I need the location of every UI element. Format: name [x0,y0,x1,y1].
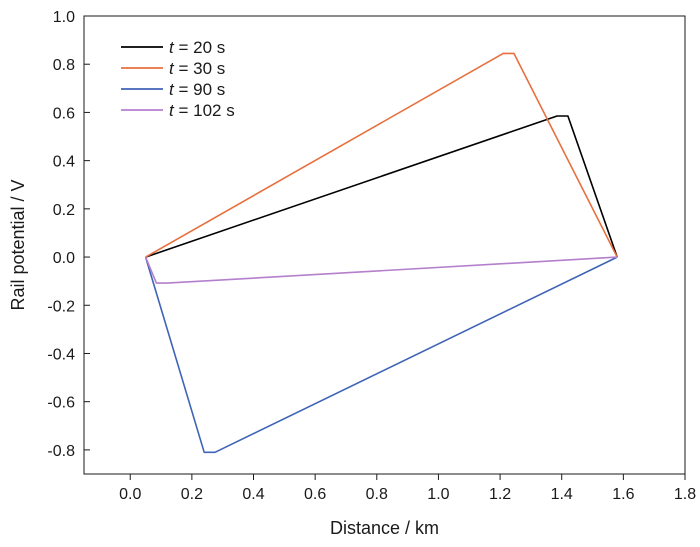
x-tick-label: 0.8 [366,486,388,503]
x-tick-label: 1.2 [489,486,511,503]
x-tick-label: 1.6 [612,486,634,503]
legend-label: t = 30 s [169,59,225,78]
series-line-4 [144,256,618,284]
legend-label: t = 20 s [169,38,225,57]
legend-variable: t [169,80,175,99]
y-tick-label: -0.4 [47,346,75,363]
x-tick-label: 0.6 [304,486,326,503]
y-tick-label: -0.8 [47,443,75,460]
legend-value: = 90 s [174,80,226,99]
y-tick-label: 0.8 [53,57,75,74]
series-layer [144,52,618,454]
legend-value: = 102 s [174,101,235,120]
x-axis-title: Distance / km [330,518,439,538]
y-tick-label: 0.2 [53,202,75,219]
y-tick-label: -0.2 [47,298,75,315]
y-tick-label: 0.0 [53,250,75,267]
legend-label: t = 102 s [169,101,235,120]
x-axis-ticks: 0.0 0.2 0.4 0.6 0.8 1.0 1.2 1.4 1.6 1.8 [119,474,696,503]
legend-variable: t [169,59,175,78]
legend-label: t = 90 s [169,80,225,99]
x-tick-label: 0.0 [119,486,141,503]
x-tick-label: 0.2 [181,486,203,503]
series-line-3 [144,256,618,454]
y-tick-label: 1.0 [53,9,75,26]
legend-variable: t [169,38,175,57]
y-tick-label: 0.6 [53,105,75,122]
x-tick-label: 1.4 [551,486,573,503]
x-tick-label: 1.0 [427,486,449,503]
y-axis-ticks: 1.0 0.8 0.6 0.4 0.2 0.0 -0.2 -0.4 -0.6 -0.8 [47,9,90,460]
x-tick-label: 1.8 [674,486,696,503]
plot-frame [83,15,686,475]
x-tick-label: 0.4 [242,486,264,503]
legend: t = 20 st = 30 st = 90 st = 102 s [121,38,235,120]
y-tick-label: 0.4 [53,154,75,171]
y-axis-title: Rail potential / V [8,179,28,310]
series-line-2 [145,52,618,258]
legend-value: = 30 s [174,59,226,78]
legend-variable: t [169,101,175,120]
series-line-1 [145,115,618,258]
y-tick-label: -0.6 [47,395,75,412]
legend-value: = 20 s [174,38,226,57]
